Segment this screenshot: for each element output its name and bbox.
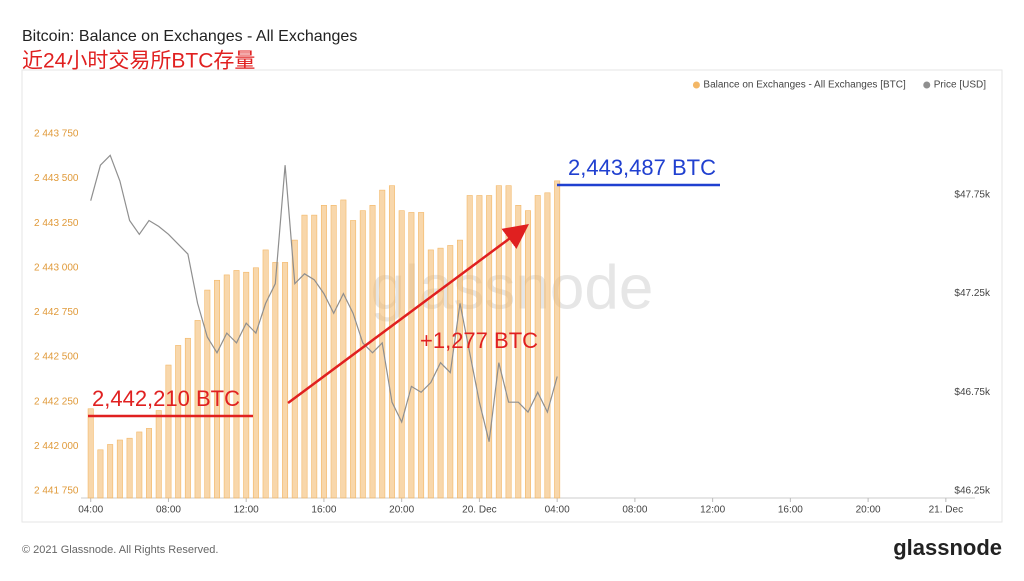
bar (233, 270, 240, 499)
bar (505, 185, 512, 499)
logo: glassnode (893, 535, 1002, 560)
bar (107, 444, 114, 499)
x-tick-label: 04:00 (78, 505, 103, 516)
bar (184, 337, 191, 499)
bar (116, 439, 123, 499)
x-tick-label: 12:00 (700, 505, 725, 516)
bar (437, 247, 444, 499)
bar (554, 180, 561, 499)
x-tick-label: 20. Dec (462, 505, 496, 516)
chart-subtitle: 近24小时交易所BTC存量 (22, 50, 255, 73)
bar (175, 345, 182, 499)
bar (495, 185, 502, 499)
y-tick-label: 2 443 250 (34, 218, 79, 229)
bar (243, 271, 250, 499)
y-tick-label: 2 443 000 (34, 262, 79, 273)
plot-area: 2 441 750 2 442 000 2 442 250 2 442 500 2 44… (34, 129, 991, 516)
x-tick-label: 08:00 (156, 505, 181, 516)
copyright: © 2021 Glassnode. All Rights Reserved. (22, 544, 218, 556)
y-tick-label: 2 442 000 (34, 441, 79, 452)
x-tick-label: 16:00 (778, 505, 803, 516)
legend-marker (692, 81, 700, 89)
bar (534, 195, 541, 499)
bar (544, 192, 551, 499)
y-tick-label: 2 443 750 (34, 129, 79, 140)
bar (282, 262, 289, 499)
x-tick-label: 16:00 (311, 505, 336, 516)
bar (476, 195, 483, 499)
y2-tick-label: $46.75k (954, 387, 991, 398)
bar (126, 437, 133, 499)
x-tick-label: 12:00 (234, 505, 259, 516)
x-tick-label: 04:00 (545, 505, 570, 516)
bar (301, 214, 308, 499)
change-annotation: +1,277 BTC (420, 328, 538, 353)
legend-label: Balance on Exchanges - All Exchanges [BT… (703, 80, 906, 91)
chart-title: Bitcoin: Balance on Exchanges - All Exch… (22, 28, 357, 45)
bar (525, 210, 531, 499)
bar (457, 239, 463, 499)
y-tick-label: 2 442 500 (34, 352, 79, 363)
bar (320, 205, 327, 499)
watermark: glassnode (371, 253, 654, 322)
bar (359, 210, 366, 499)
bar (204, 289, 211, 499)
bar (136, 431, 143, 499)
x-tick-label: 21. Dec (929, 505, 963, 516)
bar (252, 267, 259, 499)
bar (515, 205, 522, 499)
y2-tick-label: $46.25k (954, 486, 991, 497)
trend-arrow (287, 224, 530, 405)
bar (262, 249, 269, 499)
x-tick-label: 20:00 (389, 505, 414, 516)
bar (291, 239, 298, 499)
legend-label: Price [USD] (934, 80, 986, 91)
bar (165, 364, 172, 499)
x-tick-label: 20:00 (856, 505, 881, 516)
y-tick-label: 2 442 250 (34, 396, 79, 407)
bar (330, 205, 337, 499)
bar (311, 214, 318, 499)
bar (146, 428, 152, 499)
end-annotation: 2,443,487 BTC (568, 155, 716, 180)
bar (87, 408, 94, 499)
x-tick-label: 08:00 (622, 505, 647, 516)
bar (350, 220, 357, 499)
bar (272, 262, 279, 499)
legend-marker (923, 81, 931, 89)
bar (223, 274, 230, 499)
bar (486, 195, 493, 499)
y2-tick-label: $47.25k (954, 288, 991, 299)
bar (427, 249, 434, 499)
bar (214, 279, 221, 499)
bar (369, 205, 376, 499)
price-line (90, 154, 558, 442)
y-tick-label: 2 443 500 (34, 173, 79, 184)
bar (97, 449, 104, 499)
y-tick-label: 2 442 750 (34, 307, 79, 318)
start-annotation: 2,442,210 BTC (92, 386, 240, 411)
y2-tick-label: $47.75k (954, 189, 991, 200)
bar (340, 199, 347, 499)
bar (408, 212, 415, 499)
y-tick-label: 2 441 750 (34, 486, 79, 497)
bar (388, 185, 395, 499)
bar (155, 410, 162, 499)
bar (398, 210, 405, 499)
bar (418, 212, 425, 499)
bar (466, 195, 473, 499)
bar (194, 320, 201, 499)
